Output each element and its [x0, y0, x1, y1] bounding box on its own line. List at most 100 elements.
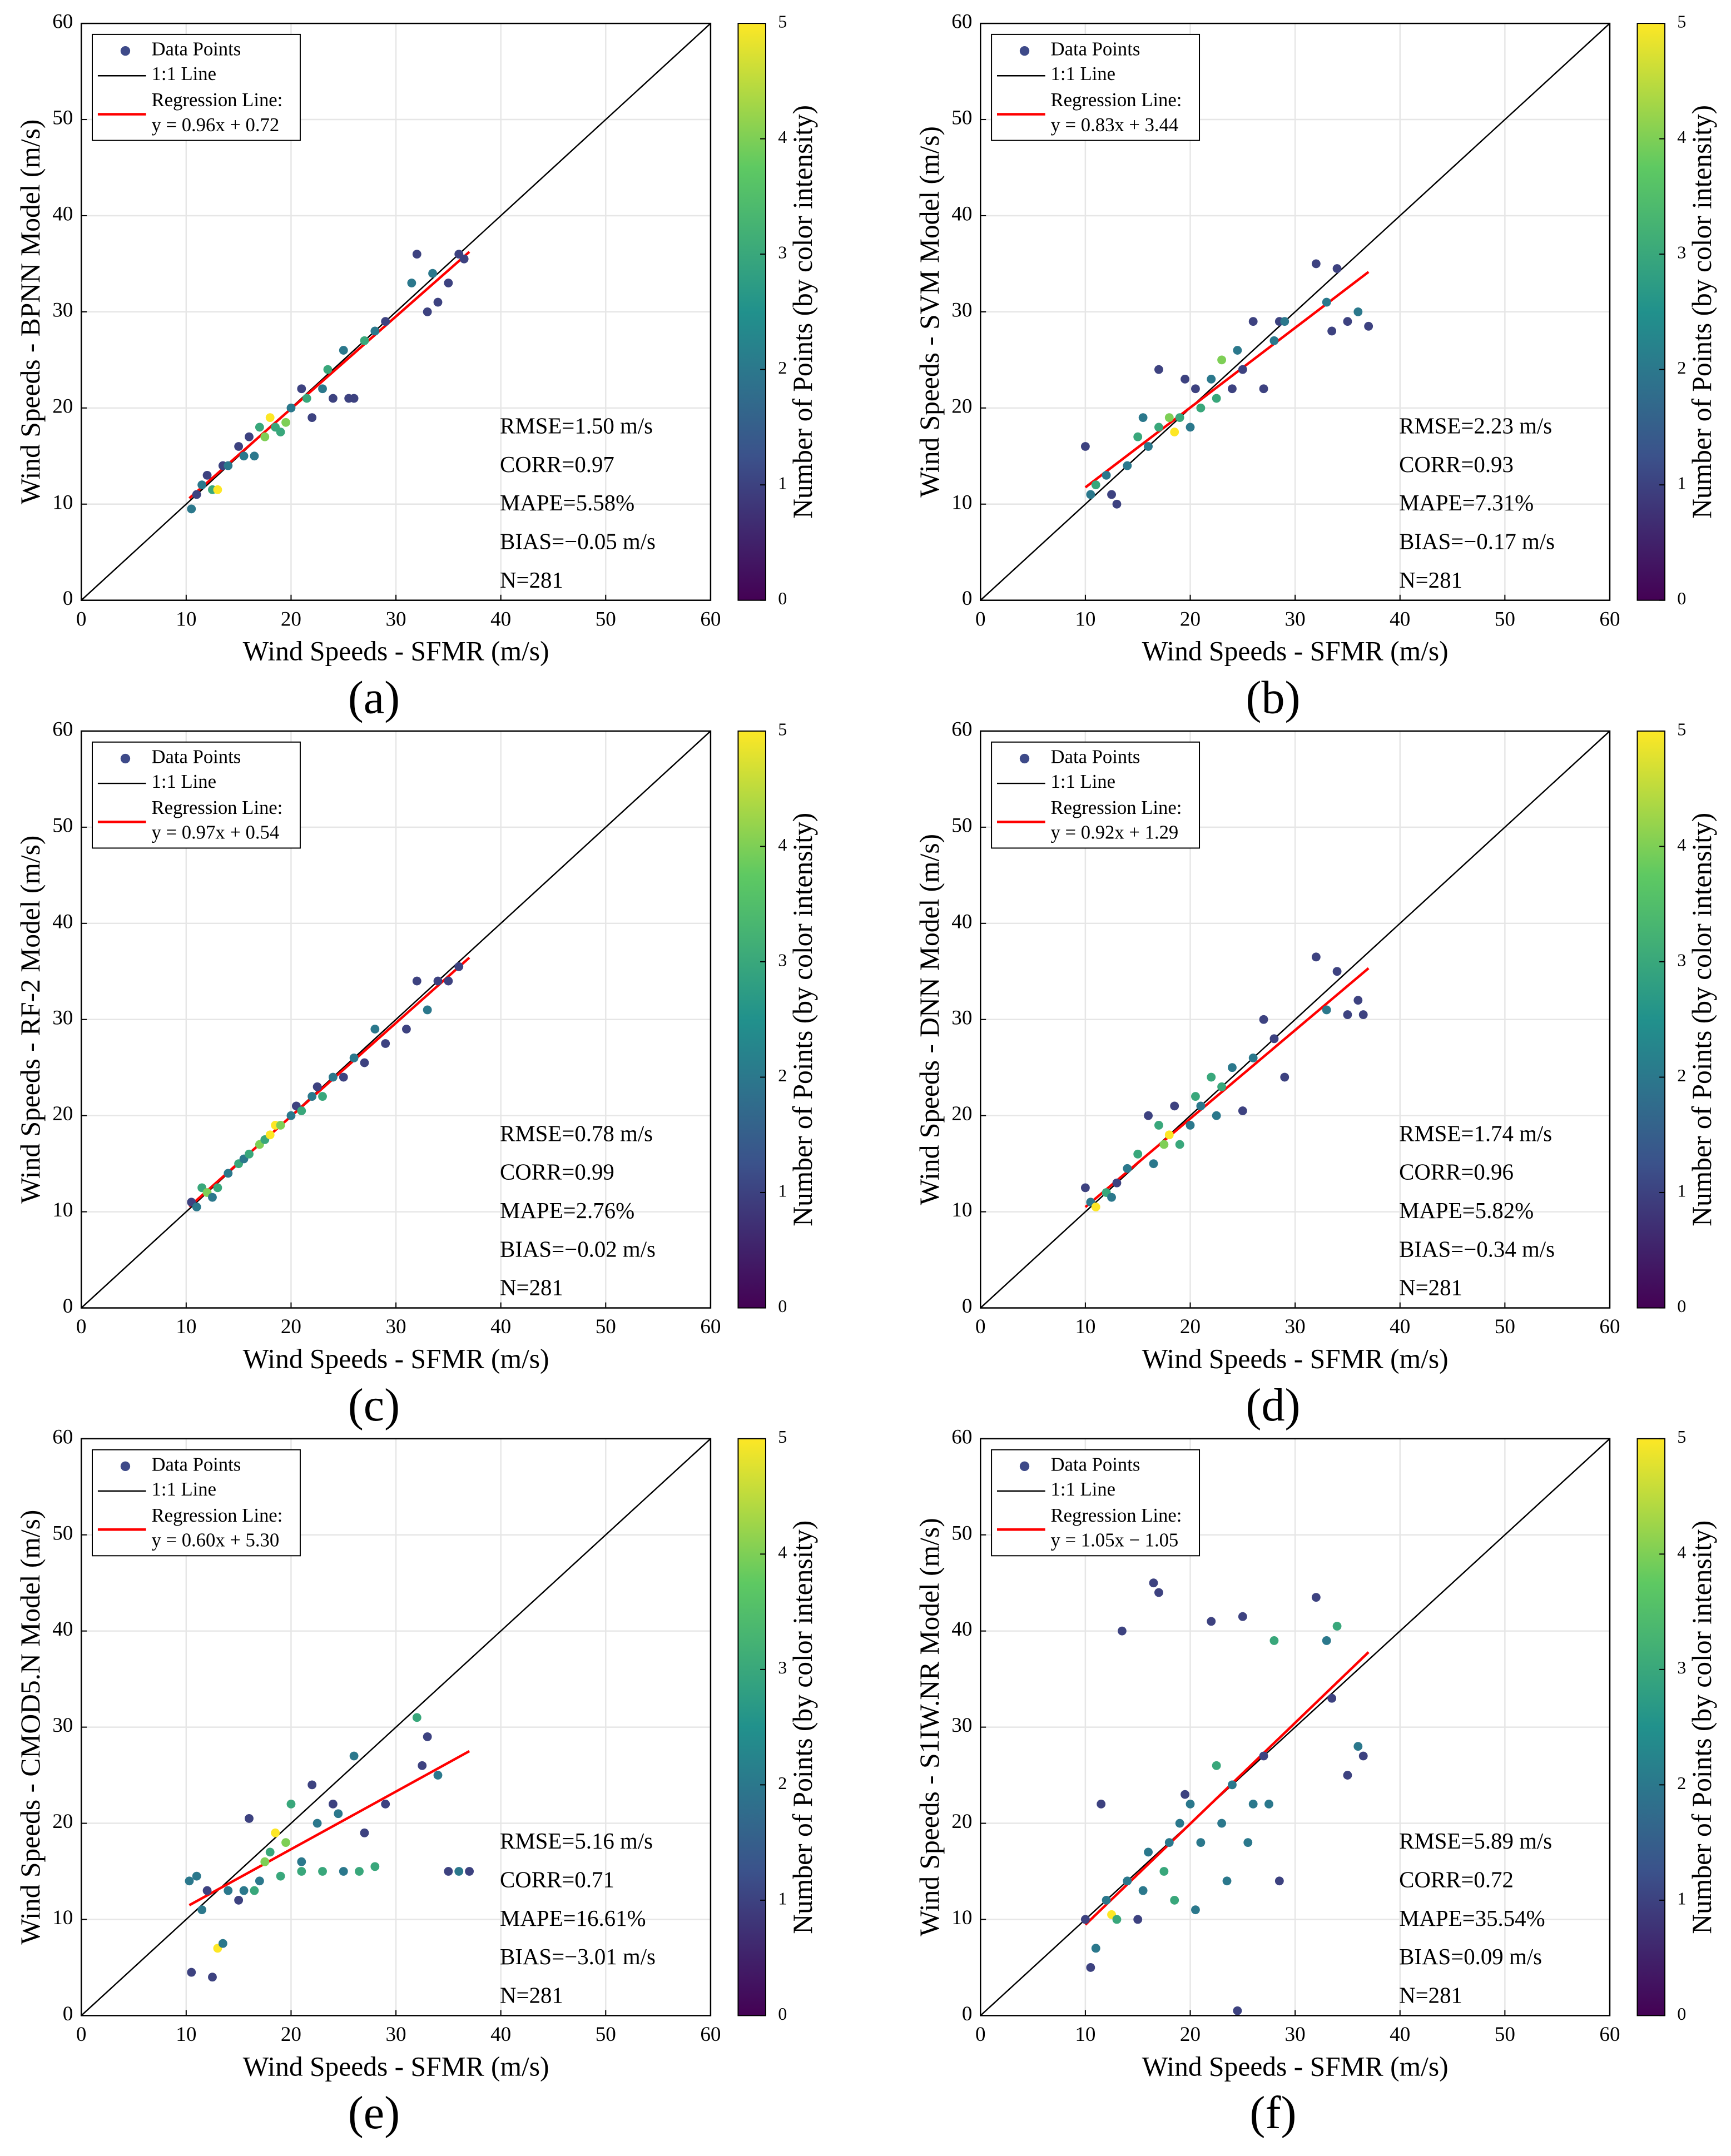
- x-tick-label: 20: [281, 1315, 301, 1338]
- data-point: [1332, 1622, 1342, 1631]
- data-point: [1274, 1876, 1284, 1886]
- data-point: [444, 976, 453, 986]
- data-point: [1181, 375, 1190, 384]
- stat-annotation: CORR=0.93: [1399, 452, 1514, 477]
- colorbar: [737, 730, 766, 1309]
- data-point: [1170, 428, 1179, 436]
- x-tick-label: 50: [596, 2023, 616, 2046]
- data-point: [339, 346, 348, 355]
- y-tick-label: 30: [951, 1714, 972, 1737]
- x-tick-label: 0: [76, 1315, 87, 1338]
- y-tick-label: 30: [52, 1714, 73, 1737]
- data-point: [234, 442, 244, 451]
- y-tick-label: 50: [52, 107, 73, 130]
- data-point: [192, 1871, 201, 1881]
- data-point: [297, 1857, 306, 1866]
- stat-annotation: N=281: [500, 568, 563, 593]
- data-point: [1228, 1780, 1237, 1790]
- data-point: [433, 976, 443, 986]
- data-point: [192, 490, 201, 499]
- data-point: [1327, 1693, 1337, 1703]
- data-point: [381, 1800, 390, 1809]
- data-point: [245, 1149, 254, 1159]
- data-point: [234, 1895, 244, 1905]
- data-point: [1154, 365, 1163, 374]
- panel-label: (d): [1246, 1379, 1300, 1431]
- stat-annotation: BIAS=−0.17 m/s: [1399, 529, 1555, 554]
- stat-annotation: N=281: [1399, 1983, 1462, 2008]
- stat-annotation: BIAS=0.09 m/s: [1399, 1944, 1542, 1969]
- identity-line: [81, 23, 711, 601]
- x-axis-label: Wind Speeds - SFMR (m/s): [1142, 1343, 1449, 1374]
- colorbar-tick-label: 1: [778, 1888, 787, 1908]
- x-tick-label: 10: [176, 1315, 196, 1338]
- x-tick-label: 30: [1285, 1315, 1306, 1338]
- data-point: [370, 326, 380, 336]
- data-point: [1080, 442, 1090, 451]
- data-point: [323, 365, 333, 374]
- y-tick-label: 60: [52, 718, 73, 741]
- y-tick-label: 40: [52, 1618, 73, 1641]
- colorbar-tick-label: 4: [1677, 834, 1686, 855]
- x-tick-label: 0: [975, 1315, 986, 1338]
- data-point: [281, 418, 290, 427]
- data-point: [454, 962, 464, 971]
- legend-equation: y = 1.05x − 1.05: [1051, 1529, 1179, 1551]
- legend-label: Regression Line:: [152, 90, 283, 111]
- data-point: [1343, 1010, 1352, 1020]
- data-point: [255, 1876, 264, 1886]
- stat-annotation: N=281: [1399, 568, 1462, 593]
- data-point: [1212, 1761, 1221, 1770]
- x-tick-label: 10: [176, 608, 196, 630]
- data-point: [360, 1828, 369, 1837]
- colorbar-label: Number of Points (by color intensity): [787, 813, 818, 1226]
- stat-annotation: N=281: [500, 1275, 563, 1300]
- axes-frame: [80, 730, 712, 1309]
- data-point: [1086, 490, 1095, 499]
- y-tick-label: 60: [951, 11, 972, 33]
- x-tick-label: 30: [1285, 2023, 1306, 2046]
- data-point: [1175, 1819, 1184, 1828]
- data-point: [1102, 470, 1111, 480]
- stat-annotation: RMSE=2.23 m/s: [1399, 414, 1552, 439]
- data-point: [213, 485, 222, 494]
- data-point: [1196, 1101, 1206, 1111]
- data-point: [1228, 384, 1237, 394]
- data-point: [1144, 1111, 1153, 1120]
- data-point: [1269, 1034, 1279, 1044]
- data-point: [224, 1169, 233, 1178]
- stat-annotation: MAPE=7.31%: [1399, 490, 1534, 515]
- stat-annotation: BIAS=−3.01 m/s: [500, 1944, 656, 1969]
- data-point: [1311, 1593, 1321, 1602]
- data-point: [381, 317, 390, 326]
- data-point: [265, 1847, 275, 1857]
- data-point: [185, 1876, 194, 1886]
- colorbar-tick-label: 0: [1677, 588, 1686, 608]
- data-point: [1311, 952, 1321, 962]
- x-axis-label: Wind Speeds - SFMR (m/s): [1142, 2051, 1449, 2082]
- data-point: [423, 1732, 432, 1741]
- y-axis-label: Wind Speeds - DNN Model (m/s): [914, 834, 945, 1205]
- y-tick-label: 0: [962, 1295, 973, 1318]
- data-point: [286, 1800, 296, 1809]
- x-tick-label: 10: [176, 2023, 196, 2046]
- data-point: [1259, 1751, 1268, 1761]
- data-point: [271, 1828, 280, 1837]
- x-tick-label: 30: [385, 1315, 406, 1338]
- y-tick-label: 20: [951, 395, 972, 418]
- legend-label: Data Points: [1051, 1454, 1140, 1475]
- legend-label: 1:1 Line: [152, 63, 216, 85]
- data-point: [307, 1092, 317, 1101]
- x-tick-label: 40: [1390, 1315, 1410, 1338]
- data-point: [1212, 394, 1221, 403]
- colorbar-tick-label: 3: [778, 950, 787, 970]
- data-point: [1159, 1867, 1169, 1876]
- y-axis-label: Wind Speeds - SVM Model (m/s): [914, 126, 945, 498]
- data-point: [1217, 1082, 1227, 1091]
- data-point: [1191, 1092, 1200, 1101]
- data-point: [1086, 1963, 1095, 1972]
- regression-line: [1084, 271, 1370, 489]
- y-tick-label: 40: [951, 910, 972, 933]
- colorbar-tick-label: 2: [1677, 1773, 1686, 1793]
